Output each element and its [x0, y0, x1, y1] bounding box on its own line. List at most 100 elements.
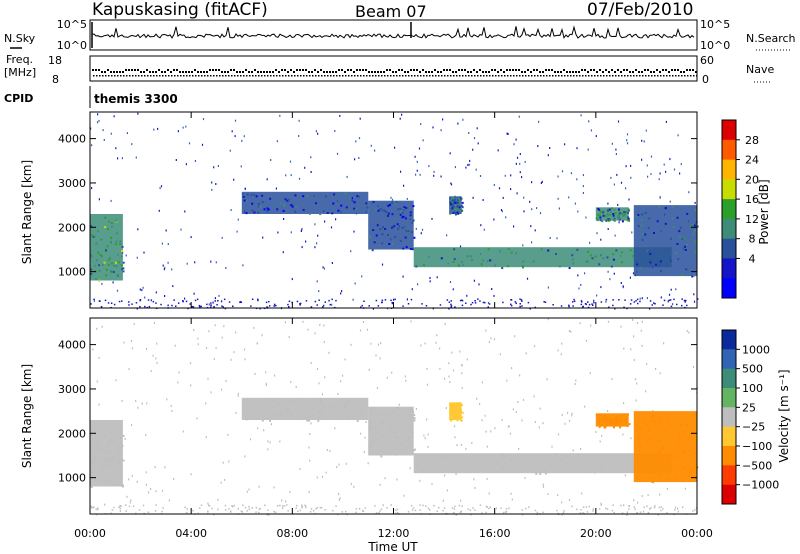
nave-point — [243, 75, 245, 77]
freq-point — [107, 69, 109, 71]
noise-point — [242, 264, 244, 267]
nave-point — [429, 75, 431, 77]
noise-point — [128, 478, 130, 481]
noise-point — [150, 488, 152, 490]
nave-point — [645, 75, 647, 77]
noise-point — [585, 216, 587, 219]
echo-speckle — [418, 453, 421, 456]
echo-speckle — [460, 197, 463, 200]
echo-speckle — [600, 463, 603, 466]
colorbar-block — [722, 349, 736, 370]
noise-point — [694, 201, 696, 204]
echo-speckle — [695, 465, 698, 468]
noise-point — [592, 509, 594, 512]
noise-point — [233, 351, 235, 354]
echo-speckle — [617, 424, 620, 427]
near-range-point — [322, 306, 324, 308]
noise-point — [418, 147, 421, 150]
near-range-point — [649, 508, 651, 510]
echo-speckle — [605, 416, 608, 419]
freq-point — [194, 69, 196, 71]
echo-speckle — [107, 450, 110, 453]
noise-point — [507, 133, 509, 135]
echo-speckle — [618, 208, 620, 211]
echo-speckle — [371, 413, 374, 416]
noise-point — [484, 414, 486, 417]
freq-point — [167, 69, 169, 71]
noise-point — [262, 236, 264, 239]
freq-label-line1: Freq. — [6, 53, 33, 66]
near-range-point — [346, 513, 348, 516]
noise-point — [486, 477, 488, 480]
near-range-point — [248, 505, 250, 508]
echo-speckle — [122, 459, 125, 462]
noise-point — [582, 192, 584, 194]
echo-speckle — [336, 413, 339, 416]
nave-point — [255, 75, 257, 77]
near-range-point — [628, 505, 630, 507]
echo-speckle — [271, 398, 274, 401]
nave-point — [654, 75, 656, 77]
near-range-point — [232, 305, 234, 308]
nave-point — [147, 75, 149, 77]
echo-speckle — [626, 421, 628, 424]
noise-point — [129, 501, 131, 504]
echo-speckle — [453, 199, 456, 202]
noise-point — [237, 507, 239, 510]
echo-speckle — [322, 415, 325, 418]
echo-speckle — [402, 247, 405, 250]
noise-point — [309, 459, 311, 462]
velocity-colorbar-label: Velocity [m s⁻¹] — [777, 369, 791, 462]
nave-point — [378, 75, 380, 77]
echo-speckle — [658, 264, 661, 267]
nave-point — [504, 75, 506, 77]
near-range-point — [521, 513, 524, 516]
near-range-point — [580, 300, 583, 302]
near-range-point — [228, 301, 231, 303]
near-range-point — [556, 509, 558, 512]
near-range-point — [275, 304, 277, 307]
noise-point — [647, 494, 649, 497]
nave-point — [642, 75, 644, 77]
echo-speckle — [620, 421, 623, 424]
echo-speckle — [457, 205, 459, 208]
near-range-point — [345, 510, 347, 513]
near-range-point — [486, 506, 488, 508]
nave-point — [327, 75, 329, 77]
near-range-point — [451, 507, 454, 509]
echo-speckle — [261, 401, 264, 404]
nave-point — [471, 75, 473, 77]
near-range-point — [587, 306, 590, 309]
echo-speckle — [394, 431, 397, 434]
noise-point — [321, 475, 324, 478]
nave-point — [195, 75, 197, 77]
noise-point — [291, 278, 293, 281]
noise-point — [370, 144, 372, 147]
nave-point — [405, 75, 407, 77]
echo-speckle — [639, 445, 642, 448]
echo-speckle — [413, 417, 416, 420]
nave-point — [573, 75, 575, 77]
freq-point — [95, 69, 97, 71]
echo-speckle — [457, 212, 460, 215]
noise-point — [115, 147, 117, 150]
near-range-point — [355, 508, 358, 510]
noise-point — [368, 368, 370, 371]
echo-speckle — [381, 233, 384, 236]
echo-speckle — [117, 261, 120, 264]
freq-point — [293, 71, 295, 73]
noise-point — [302, 320, 304, 323]
freq-right-tick-top: 60 — [700, 54, 714, 67]
noise-point — [525, 352, 527, 355]
echo-speckle — [104, 216, 107, 219]
echo-speckle — [659, 415, 662, 418]
noise-point — [645, 390, 647, 393]
freq-point — [341, 69, 343, 71]
noise-point — [692, 365, 695, 368]
echo-speckle — [601, 417, 604, 420]
noise-point — [213, 358, 215, 361]
near-range-point — [192, 306, 195, 308]
nave-point — [516, 75, 518, 77]
y-tick-label: 2000 — [58, 427, 86, 440]
near-range-point — [288, 306, 290, 308]
